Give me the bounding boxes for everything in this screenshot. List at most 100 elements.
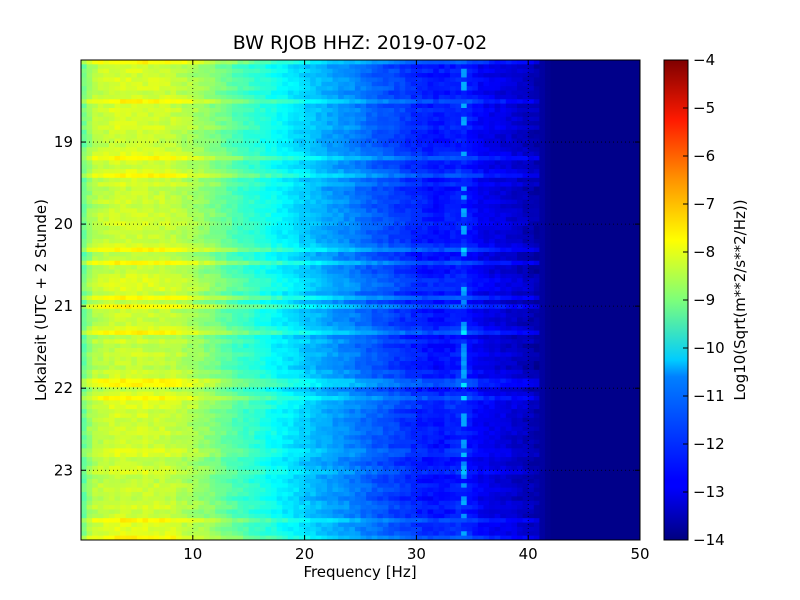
heatmap-cell [276, 129, 283, 135]
heatmap-cell [394, 99, 401, 105]
heatmap-cell [108, 90, 116, 96]
heatmap-cell [254, 86, 261, 92]
heatmap-cell [97, 108, 104, 113]
heatmap-cell [405, 94, 412, 100]
heatmap-cell [421, 269, 429, 275]
heatmap-cell [97, 247, 104, 253]
heatmap-cell [628, 68, 636, 74]
heatmap-cell [148, 156, 155, 161]
heatmap-cell [220, 112, 227, 118]
heatmap-cell [449, 260, 457, 266]
heatmap-cell [550, 134, 557, 140]
heatmap-cell [410, 90, 417, 96]
heatmap-cell [444, 247, 451, 253]
heatmap-cell [500, 103, 507, 109]
heatmap-cell [438, 99, 445, 105]
heatmap-cell [243, 86, 250, 92]
heatmap-cell [449, 73, 457, 79]
heatmap-cell [92, 134, 99, 140]
heatmap-cell [103, 81, 110, 87]
heatmap-cell [388, 234, 395, 240]
heatmap-cell [421, 160, 429, 166]
heatmap-cell [606, 112, 613, 118]
heatmap-cell [97, 177, 104, 183]
heatmap-cell [489, 252, 496, 257]
heatmap-cell [360, 195, 367, 201]
heatmap-cell [349, 273, 356, 279]
heatmap-cell [589, 112, 596, 118]
heatmap-cell [505, 173, 513, 179]
heatmap-cell [371, 195, 378, 201]
heatmap-cell [449, 265, 457, 271]
heatmap-cell [176, 225, 183, 231]
heatmap-cell [315, 256, 322, 262]
heatmap-cell [388, 142, 395, 148]
heatmap-cell [293, 221, 300, 227]
heatmap-cell [634, 86, 640, 92]
heatmap-cell [326, 73, 334, 79]
heatmap-cell [421, 68, 429, 74]
heatmap-cell [522, 156, 529, 161]
heatmap-cell [259, 243, 267, 249]
heatmap-cell [522, 204, 529, 209]
heatmap-cell [489, 73, 496, 79]
heatmap-cell [584, 208, 591, 214]
heatmap-cell [259, 116, 267, 122]
heatmap-cell [159, 234, 166, 240]
heatmap-cell [192, 60, 199, 65]
heatmap-cell [377, 182, 384, 188]
heatmap-cell [187, 252, 194, 257]
heatmap-cell [561, 121, 568, 127]
heatmap-cell [617, 151, 624, 157]
heatmap-cell [394, 247, 401, 253]
heatmap-cell [125, 173, 132, 179]
heatmap-cell [332, 129, 339, 135]
heatmap-cell [271, 199, 278, 205]
heatmap-cell [354, 169, 362, 175]
heatmap-cell [265, 225, 272, 231]
heatmap-cell [159, 60, 166, 65]
heatmap-cell [215, 142, 222, 148]
heatmap-cell [578, 182, 585, 188]
heatmap-cell [595, 64, 602, 70]
heatmap-cell [606, 134, 613, 140]
heatmap-cell [455, 195, 462, 201]
heatmap-cell [148, 212, 155, 218]
heatmap-cell [405, 60, 412, 65]
heatmap-cell [505, 212, 513, 218]
heatmap-cell [170, 177, 177, 183]
heatmap-cell [600, 86, 608, 92]
heatmap-cell [517, 99, 524, 105]
heatmap-cell [108, 103, 116, 109]
heatmap-cell [438, 108, 445, 113]
heatmap-cell [354, 142, 362, 148]
heatmap-cell [148, 247, 155, 253]
heatmap-cell [550, 260, 557, 266]
heatmap-cell [449, 60, 457, 65]
heatmap-cell [326, 99, 334, 105]
heatmap-cell [500, 99, 507, 105]
heatmap-cell [153, 142, 160, 148]
heatmap-cell [282, 81, 289, 87]
heatmap-cell [416, 225, 423, 231]
heatmap-cell [494, 129, 501, 135]
heatmap-cell [421, 182, 429, 188]
heatmap-cell [416, 238, 423, 244]
heatmap-cell [315, 142, 322, 148]
heatmap-cell [494, 125, 501, 131]
heatmap-cell [231, 177, 239, 183]
heatmap-cell [164, 81, 172, 87]
heatmap-cell [271, 138, 278, 144]
heatmap-cell [159, 112, 166, 118]
heatmap-cell [248, 221, 255, 227]
heatmap-cell [634, 138, 640, 144]
heatmap-cell [444, 164, 451, 170]
heatmap-cell [595, 269, 602, 275]
heatmap-cell [237, 81, 244, 87]
heatmap-cell [589, 108, 596, 113]
heatmap-cell [438, 164, 445, 170]
heatmap-cell [500, 252, 507, 257]
heatmap-cell [522, 212, 529, 218]
heatmap-cell [477, 60, 485, 65]
heatmap-cell [304, 221, 311, 227]
